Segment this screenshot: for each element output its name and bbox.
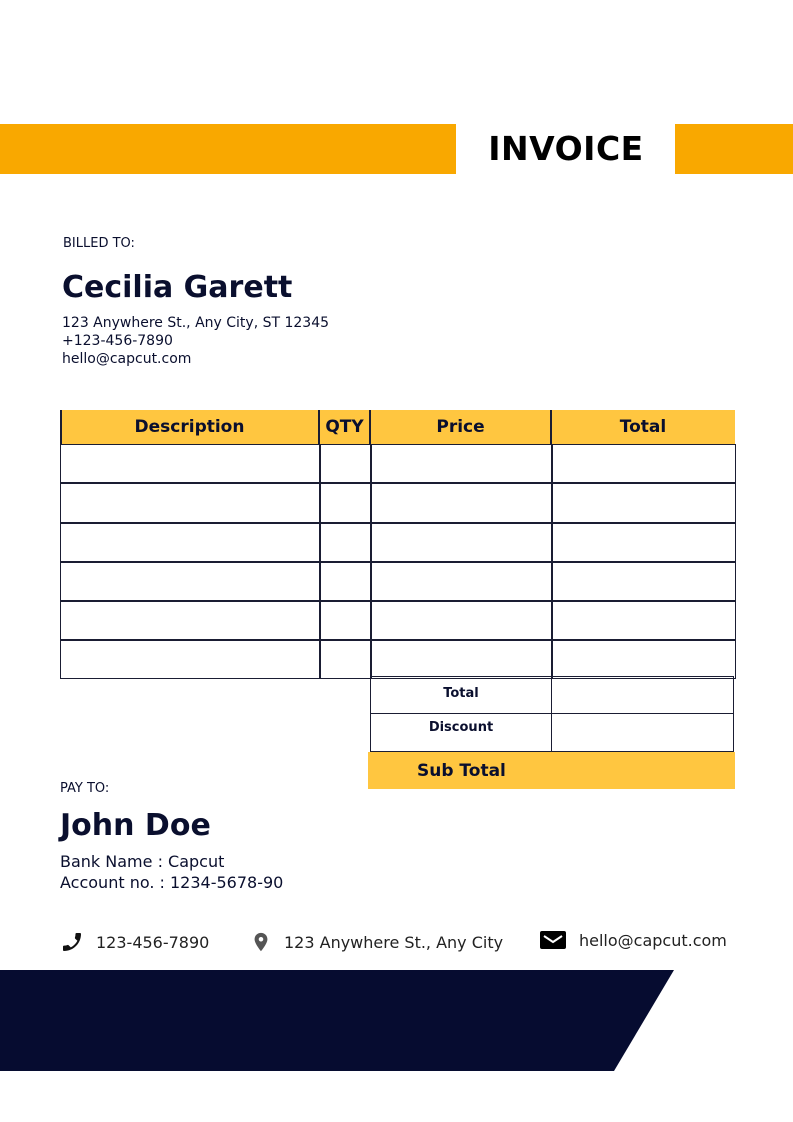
summary-discount-value[interactable] [551, 713, 734, 752]
cell-qty[interactable] [319, 522, 372, 563]
cell-total[interactable] [551, 639, 736, 679]
summary-total-label: Total [443, 686, 479, 701]
cell-qty[interactable] [319, 561, 372, 602]
column-header-description: Description [60, 410, 319, 445]
cell-description[interactable] [60, 444, 321, 484]
cell-total[interactable] [551, 522, 736, 563]
cell-price[interactable] [370, 561, 553, 602]
cell-qty[interactable] [319, 444, 372, 484]
header-bar-left [0, 124, 456, 174]
cell-total[interactable] [551, 561, 736, 602]
client-email: hello@capcut.com [62, 351, 192, 367]
client-phone: +123-456-7890 [62, 333, 173, 349]
cell-qty[interactable] [319, 639, 372, 679]
bank-info: Bank Name : Capcut Account no. : 1234-56… [60, 851, 283, 893]
cell-qty[interactable] [319, 600, 372, 641]
footer-phone-text: 123-456-7890 [96, 932, 210, 952]
cell-total[interactable] [551, 482, 736, 524]
cell-description[interactable] [60, 639, 321, 679]
summary-total-value[interactable] [551, 676, 734, 714]
cell-description[interactable] [60, 522, 321, 563]
cell-description[interactable] [60, 482, 321, 524]
cell-description[interactable] [60, 600, 321, 641]
bank-name: Bank Name : Capcut [60, 852, 225, 871]
cell-price[interactable] [370, 600, 553, 641]
footer-email: hello@capcut.com [539, 929, 727, 951]
invoice-title: INVOICE [488, 129, 644, 168]
billed-to-label: BILLED TO: [63, 236, 135, 251]
cell-total[interactable] [551, 444, 736, 484]
header-bar-right [675, 124, 793, 174]
cell-price[interactable] [370, 482, 553, 524]
column-header-qty: QTY [319, 410, 370, 445]
summary-discount-label: Discount [428, 720, 494, 735]
envelope-icon [540, 931, 566, 949]
cell-description[interactable] [60, 561, 321, 602]
column-header-total: Total [551, 410, 735, 445]
cell-price[interactable] [370, 639, 553, 679]
cell-price[interactable] [370, 522, 553, 563]
pay-to-label: PAY TO: [60, 781, 110, 796]
account-number: Account no. : 1234-5678-90 [60, 873, 284, 892]
footer-phone: 123-456-7890 [60, 929, 209, 955]
client-address: 123 Anywhere St., Any City, ST 12345 [62, 315, 330, 331]
subtotal-label: Sub Total [417, 761, 506, 781]
footer-band [0, 970, 674, 1071]
summary-discount-label-cell: Discount [370, 713, 552, 752]
cell-qty[interactable] [319, 482, 372, 524]
client-info: 123 Anywhere St., Any City, ST 12345 +12… [62, 314, 329, 368]
summary-total-label-cell: Total [370, 676, 552, 714]
cell-total[interactable] [551, 600, 736, 641]
payee-name: John Doe [60, 808, 211, 843]
location-pin-icon [254, 932, 268, 952]
cell-price[interactable] [370, 444, 553, 484]
column-header-price: Price [370, 410, 551, 445]
phone-icon [63, 933, 81, 951]
footer-email-text: hello@capcut.com [579, 930, 727, 950]
footer-address-text: 123 Anywhere St., Any City [284, 932, 504, 952]
footer-address: 123 Anywhere St., Any City [250, 929, 503, 955]
subtotal-bar: Sub Total [368, 752, 735, 789]
client-name: Cecilia Garett [62, 270, 293, 305]
